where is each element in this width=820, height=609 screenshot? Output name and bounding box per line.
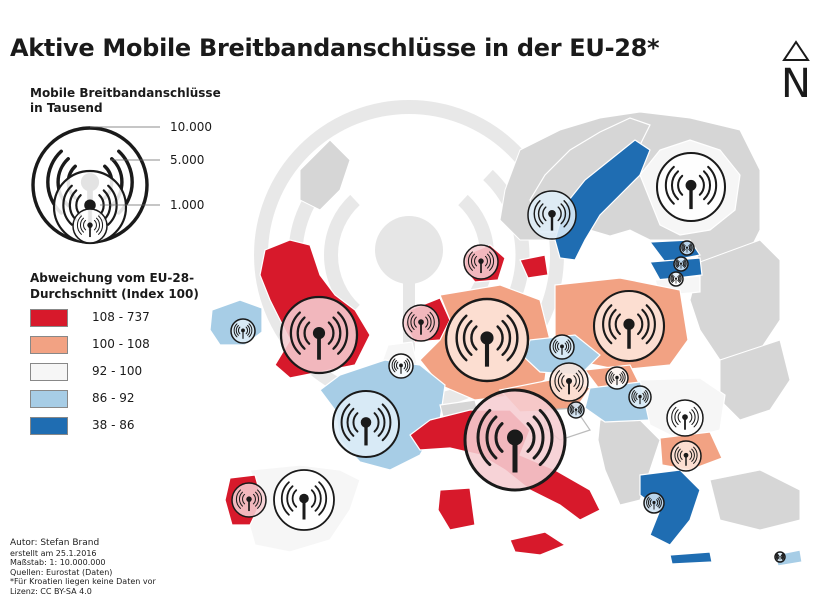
class-label: 86 - 92	[92, 391, 135, 405]
class-legend-title-line1: Abweichung vom EU-28-	[30, 271, 195, 285]
country-symbol	[666, 399, 704, 437]
country-symbol	[527, 190, 577, 240]
country-symbol	[273, 469, 335, 531]
size-legend-symbol	[72, 208, 108, 244]
map-footer: Autor: Stefan Brand erstellt am 25.1.201…	[10, 538, 156, 597]
class-legend-item: 38 - 86	[30, 417, 200, 435]
class-legend-item: 100 - 108	[30, 336, 200, 354]
country-symbol	[279, 295, 359, 375]
country-symbol	[592, 289, 666, 363]
class-legend-item: 86 - 92	[30, 390, 200, 408]
class-legend-item: 92 - 100	[30, 363, 200, 381]
country-symbol	[643, 492, 665, 514]
size-legend-graphic	[31, 126, 160, 245]
class-swatch	[30, 390, 68, 408]
size-label-5000: 5.000	[170, 153, 205, 167]
size-label-1000: 1.000	[170, 198, 205, 212]
country-symbol	[444, 297, 530, 383]
country-symbol	[679, 240, 695, 256]
proportional-symbols	[230, 151, 786, 563]
class-label: 38 - 86	[92, 418, 135, 432]
footer-sources: Quellen: Eurostat (Daten)	[10, 567, 113, 577]
country-symbol	[774, 551, 786, 563]
country-symbol	[549, 334, 575, 360]
country-symbol	[402, 304, 440, 342]
north-indicator: N	[779, 40, 813, 110]
class-legend-title-line2: Durchschnitt (Index 100)	[30, 287, 199, 301]
class-label: 108 - 737	[92, 310, 150, 324]
class-legend-item: 108 - 737	[30, 309, 200, 327]
country-symbol	[655, 151, 727, 223]
size-legend-title: Mobile Breitbandanschlüsse in Tausend	[30, 86, 230, 116]
class-legend-title: Abweichung vom EU-28- Durchschnitt (Inde…	[30, 270, 230, 302]
footer-license: Lizenz: CC BY-SA 4.0	[10, 586, 92, 596]
class-label: 100 - 108	[92, 337, 150, 351]
footer-created: erstellt am 25.1.2016	[10, 548, 97, 558]
country-symbol	[605, 366, 629, 390]
class-swatch	[30, 363, 68, 381]
class-swatch	[30, 336, 68, 354]
map-title: Aktive Mobile Breitbandanschlüsse in der…	[10, 34, 660, 62]
country-symbol	[230, 318, 256, 344]
country-symbol	[567, 401, 585, 419]
footer-author: Autor: Stefan Brand	[10, 538, 100, 548]
country-symbol	[673, 256, 689, 272]
country-symbol	[628, 385, 652, 409]
size-legend-title-line1: Mobile Breitbandanschlüsse	[30, 86, 221, 100]
north-label: N	[781, 61, 811, 107]
footer-note: *Für Kroatien liegen keine Daten vor	[10, 577, 156, 587]
country-symbol	[549, 362, 589, 402]
country-symbol	[463, 388, 567, 492]
country-symbol	[670, 440, 702, 472]
country-symbol	[332, 390, 400, 458]
country-symbol	[388, 353, 414, 379]
north-arrow-icon	[782, 40, 810, 61]
footer-scale: Maßstab: 1: 10.000.000	[10, 558, 106, 568]
size-legend-title-line2: in Tausend	[30, 101, 103, 115]
country-symbol	[668, 271, 684, 287]
country-symbol	[231, 482, 267, 518]
class-swatch	[30, 417, 68, 435]
country-symbol	[463, 244, 499, 280]
class-swatch	[30, 309, 68, 327]
size-label-10000: 10.000	[170, 120, 212, 134]
class-label: 92 - 100	[92, 364, 143, 378]
